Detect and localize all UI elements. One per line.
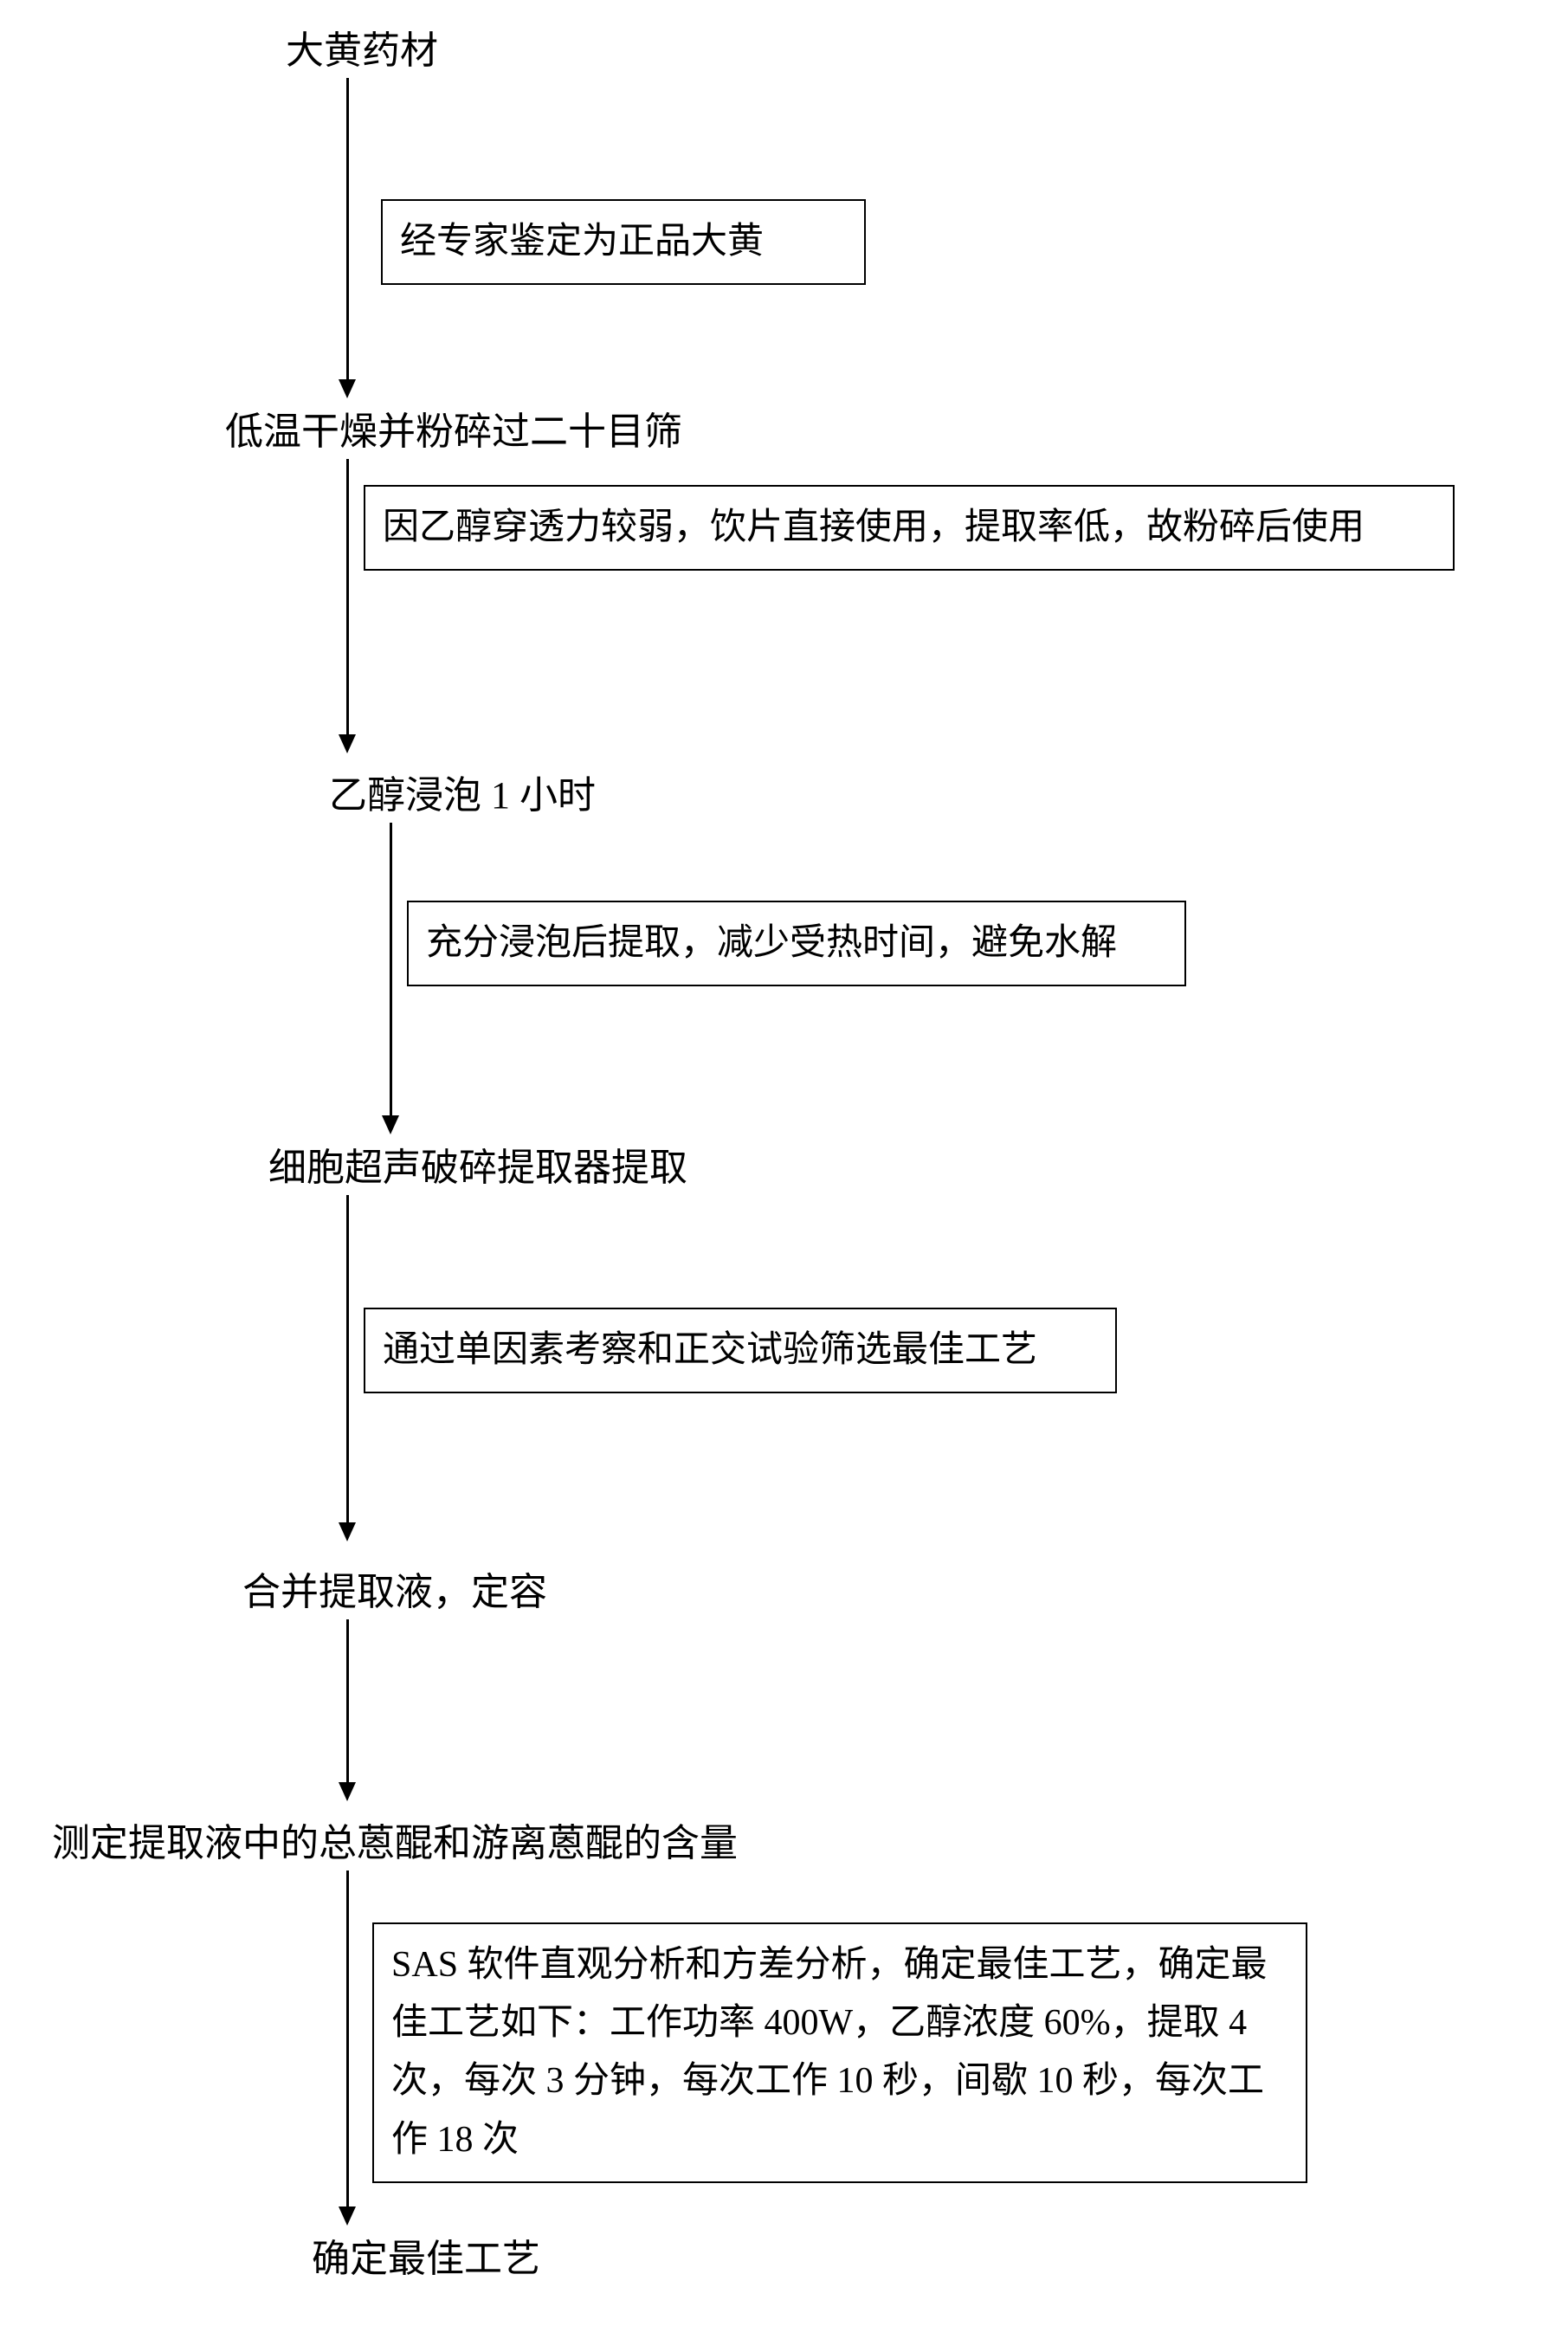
flow-step-s2: 低温干燥并粉碎过二十目筛	[225, 407, 682, 456]
flow-note-n1: 经专家鉴定为正品大黄	[381, 199, 866, 285]
flow-arrow-line-a2	[346, 459, 349, 736]
flow-step-s7: 确定最佳工艺	[312, 2234, 540, 2284]
flow-note-n4: 通过单因素考察和正交试验筛选最佳工艺	[364, 1308, 1117, 1393]
flow-arrow-head-a6	[339, 2206, 356, 2226]
flow-arrow-head-a3	[382, 1115, 399, 1134]
flow-note-n3: 充分浸泡后提取，减少受热时间，避免水解	[407, 901, 1186, 986]
flow-arrow-line-a1	[346, 78, 349, 381]
flow-arrow-head-a4	[339, 1522, 356, 1541]
flow-step-s3: 乙醇浸泡 1 小时	[329, 771, 596, 820]
flow-arrow-line-a4	[346, 1195, 349, 1524]
flow-arrow-head-a2	[339, 734, 356, 753]
flow-arrow-line-a5	[346, 1619, 349, 1784]
flow-arrow-head-a5	[339, 1782, 356, 1801]
flow-step-s6: 测定提取液中的总蒽醌和游离蒽醌的含量	[52, 1819, 738, 1868]
flow-arrow-line-a6	[346, 1870, 349, 2208]
flow-step-s5: 合并提取液，定容	[242, 1567, 547, 1617]
flow-step-s1: 大黄药材	[286, 26, 438, 75]
flow-arrow-head-a1	[339, 379, 356, 398]
flow-note-n2: 因乙醇穿透力较弱，饮片直接使用，提取率低，故粉碎后使用	[364, 485, 1455, 571]
flow-note-n5: SAS 软件直观分析和方差分析，确定最佳工艺，确定最佳工艺如下：工作功率 400…	[372, 1922, 1307, 2183]
flow-step-s4: 细胞超声破碎提取器提取	[268, 1143, 687, 1192]
flow-arrow-line-a3	[390, 823, 392, 1117]
